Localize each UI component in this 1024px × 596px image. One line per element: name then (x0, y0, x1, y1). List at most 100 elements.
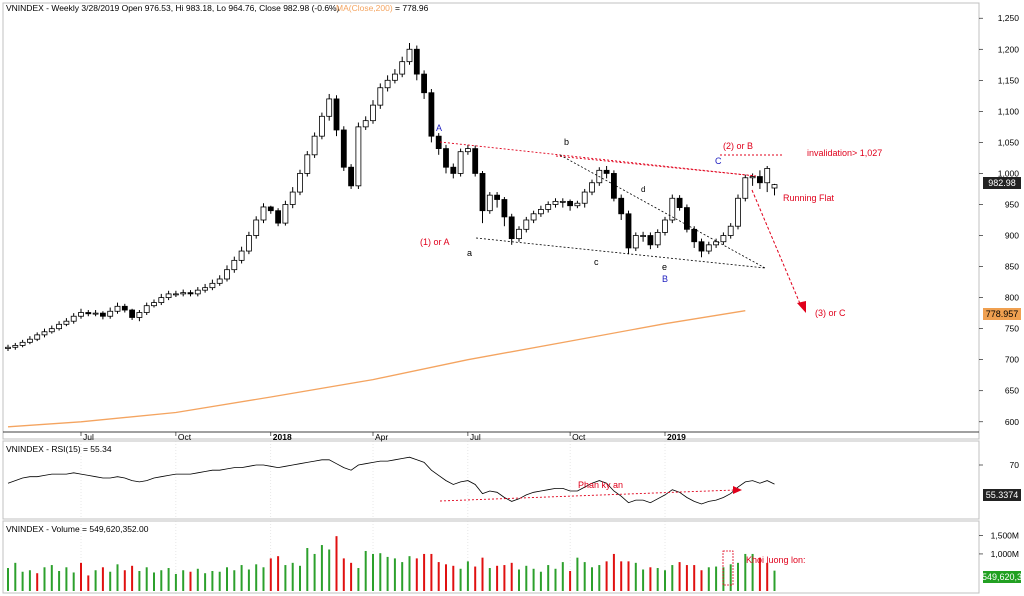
ma-price-tag: 778.957 (983, 308, 1021, 320)
wave-label-A: A (436, 123, 442, 133)
candle (85, 310, 92, 317)
ma-line-group (7, 310, 746, 428)
price-caption: VNINDEX - Weekly 3/28/2019 Open 976.53, … (6, 3, 340, 13)
running-flat-label: Running Flat (783, 193, 835, 203)
candle-body (26, 338, 33, 343)
candle-body (727, 225, 734, 236)
candle (472, 145, 479, 177)
candle-body (48, 328, 55, 333)
candle (19, 339, 26, 348)
price-tick-label: 600 (1005, 417, 1019, 427)
candle (180, 289, 187, 297)
price-tick-label: 1,250 (998, 13, 1020, 23)
candle (224, 265, 230, 282)
candle (603, 165, 610, 179)
candle-body (735, 197, 741, 227)
candle (567, 199, 573, 211)
candle-body (92, 312, 99, 315)
volume-value-tag: 549,620,3 (982, 571, 1022, 583)
candles-group (5, 43, 778, 352)
rsi-divergence-arrow (733, 486, 742, 494)
candle (589, 179, 595, 196)
candle-body (399, 61, 406, 75)
ma-200-line (7, 310, 746, 428)
candle-body (705, 244, 712, 252)
price-tick-label: 1,050 (998, 137, 1020, 147)
candle (165, 290, 172, 301)
candle (406, 43, 413, 65)
triangle-upper-black (559, 154, 766, 269)
rsi-tick-label: 70 (1010, 460, 1020, 470)
candle-body (618, 197, 625, 215)
candle (370, 100, 376, 124)
candle (443, 144, 449, 174)
candle-body (121, 305, 128, 311)
candle (647, 232, 654, 250)
candle (486, 192, 493, 214)
candle-body (304, 154, 311, 174)
candle (260, 203, 267, 224)
candle (771, 183, 778, 196)
candle-body (19, 341, 26, 346)
candle (435, 133, 442, 155)
candle (187, 290, 194, 297)
candle-body (34, 334, 41, 340)
candle-body (413, 48, 420, 75)
candle-body (384, 79, 391, 89)
price-y-ticks: 1,250 1,200 1,150 1,100 1,050 1,000 950 900 850 8… (979, 13, 1019, 427)
candle-body (479, 173, 486, 212)
candle-body (114, 305, 121, 312)
candle (231, 256, 238, 273)
candle-body (574, 202, 581, 207)
candle (238, 246, 245, 264)
candle-body (749, 176, 756, 179)
candle (727, 223, 734, 239)
candle (479, 170, 486, 224)
candle-body (340, 129, 347, 168)
candle-body (559, 200, 566, 203)
candle (399, 56, 406, 78)
candle (611, 170, 617, 202)
x-tick-label: Jul (470, 432, 481, 442)
candle (538, 205, 544, 217)
candle (100, 311, 106, 320)
rsi-value-tag: 55.3374 (983, 489, 1021, 501)
candle (691, 226, 698, 248)
rsi-line (7, 456, 775, 505)
x-tick-label: Jul (83, 432, 94, 442)
price-tick-label: 700 (1005, 355, 1019, 365)
candle-body (713, 241, 719, 246)
price-tick-label: 650 (1005, 386, 1019, 396)
candle (632, 232, 639, 252)
candle-body (720, 235, 727, 243)
trendlines (439, 141, 806, 502)
candle (391, 69, 398, 84)
candle-body (516, 228, 522, 240)
candle-body (494, 194, 501, 200)
candle (450, 163, 457, 179)
candle (333, 95, 340, 137)
candle-body (647, 235, 654, 246)
candle (311, 132, 318, 158)
candle (289, 187, 296, 209)
upper-trendline-red-2 (555, 155, 757, 177)
candle (669, 194, 676, 224)
volume-tick-label: 1,500M (991, 530, 1019, 540)
price-tick-label: 900 (1005, 231, 1019, 241)
candle (282, 200, 289, 226)
volume-tick-label: 1,000M (991, 549, 1019, 559)
candle-body (260, 206, 267, 221)
candle (698, 238, 705, 258)
candle-body (757, 176, 763, 184)
candle-body (70, 315, 77, 322)
candle (742, 174, 749, 202)
candle-body (457, 151, 464, 174)
candle-body (267, 206, 274, 212)
projection-arrow-head (797, 301, 806, 313)
candle-body (538, 209, 544, 215)
candle-body (253, 219, 260, 236)
candle (413, 45, 420, 81)
candle-body (158, 297, 165, 303)
candle (340, 126, 347, 171)
price-tick-label: 800 (1005, 293, 1019, 303)
